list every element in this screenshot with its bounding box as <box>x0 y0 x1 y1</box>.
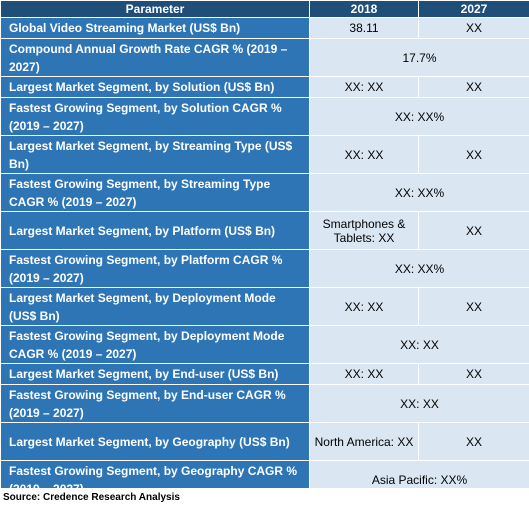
row-label: Fastest Growing Segment, by Platform CAG… <box>0 249 310 288</box>
header-2027: 2027 <box>418 0 529 18</box>
row-label: Largest Market Segment, by Geography (US… <box>0 422 310 461</box>
table-row: Compound Annual Growth Rate CAGR % (2019… <box>0 38 529 77</box>
value-2027: XX <box>418 17 529 39</box>
header-parameter: Parameter <box>0 0 310 18</box>
row-label: Largest Market Segment, by Solution (US$… <box>0 76 310 98</box>
row-label: Largest Market Segment, by Streaming Typ… <box>0 135 310 174</box>
value-span: XX: XX% <box>309 97 529 136</box>
value-2027: XX <box>418 422 529 461</box>
value-2027: XX <box>418 287 529 326</box>
row-label: Fastest Growing Segment, by Streaming Ty… <box>0 173 310 212</box>
value-2018: 38.11 <box>309 17 419 39</box>
row-label: Largest Market Segment, by Deployment Mo… <box>0 287 310 326</box>
table-row: Largest Market Segment, by End-user (US$… <box>0 363 529 385</box>
table-row: Largest Market Segment, by Geography (US… <box>0 422 529 461</box>
value-span: 17.7% <box>309 38 529 77</box>
table-row: Fastest Growing Segment, by Deployment M… <box>0 325 529 364</box>
row-label: Fastest Growing Segment, by Deployment M… <box>0 325 310 364</box>
row-label: Fastest Growing Segment, by End-user CAG… <box>0 384 310 423</box>
table-row: Fastest Growing Segment, by End-user CAG… <box>0 384 529 423</box>
value-span: XX: XX <box>309 384 529 423</box>
header-row: Parameter 2018 2027 <box>0 0 529 18</box>
value-2027: XX <box>418 211 529 250</box>
value-2018: XX: XX <box>309 76 419 98</box>
value-2027: XX <box>418 135 529 174</box>
value-2018: XX: XX <box>309 287 419 326</box>
table-row: Global Video Streaming Market (US$ Bn) 3… <box>0 17 529 39</box>
table-row: Largest Market Segment, by Solution (US$… <box>0 76 529 98</box>
value-2018: XX: XX <box>309 135 419 174</box>
table-row: Fastest Growing Segment, by Solution CAG… <box>0 97 529 136</box>
value-2018: Smartphones & Tablets: XX <box>309 211 419 250</box>
row-label: Fastest Growing Segment, by Solution CAG… <box>0 97 310 136</box>
table-row: Fastest Growing Segment, by Platform CAG… <box>0 249 529 288</box>
table-row: Largest Market Segment, by Platform (US$… <box>0 211 529 250</box>
source-note: Source: Credence Research Analysis <box>0 488 529 507</box>
row-label: Largest Market Segment, by End-user (US$… <box>0 363 310 385</box>
row-label: Largest Market Segment, by Platform (US$… <box>0 211 310 250</box>
value-span: XX: XX <box>309 325 529 364</box>
table-row: Largest Market Segment, by Deployment Mo… <box>0 287 529 326</box>
header-2018: 2018 <box>309 0 419 18</box>
row-label: Compound Annual Growth Rate CAGR % (2019… <box>0 38 310 77</box>
table-row: Largest Market Segment, by Streaming Typ… <box>0 135 529 174</box>
table-row: Fastest Growing Segment, by Streaming Ty… <box>0 173 529 212</box>
row-label: Global Video Streaming Market (US$ Bn) <box>0 17 310 39</box>
value-span: XX: XX% <box>309 173 529 212</box>
value-2018: North America: XX <box>309 422 419 461</box>
value-span: XX: XX% <box>309 249 529 288</box>
value-2027: XX <box>418 76 529 98</box>
value-2027: XX <box>418 363 529 385</box>
value-2018: XX: XX <box>309 363 419 385</box>
